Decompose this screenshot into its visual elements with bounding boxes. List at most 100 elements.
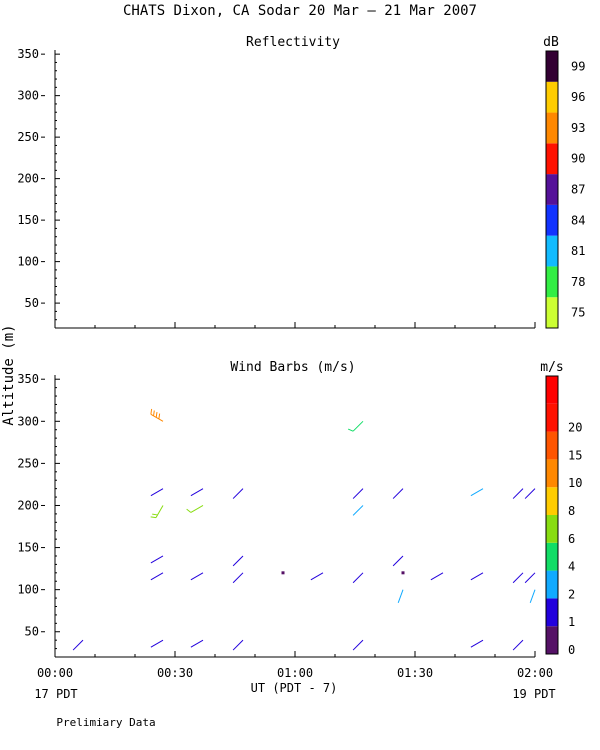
wind-barb (352, 505, 364, 516)
wind-barb (186, 505, 204, 513)
wind-y-tick-label: 200 (17, 498, 39, 512)
wind-colorbar-unit: m/s (540, 360, 563, 375)
wind-barb-shaft (155, 505, 164, 518)
reflectivity-colorbar-swatch (546, 174, 558, 205)
wind-barb-feather (186, 508, 192, 513)
wind-barb (190, 572, 204, 581)
wind-barb (392, 555, 404, 567)
reflectivity-colorbar-swatch (546, 204, 558, 236)
wind-colorbar-label: 8 (568, 504, 575, 518)
wind-panel-title: Wind Barbs (m/s) (230, 360, 355, 375)
wind-barb (352, 639, 364, 651)
x-tick-label: 01:00 (277, 666, 313, 680)
wind-barb-shaft (397, 589, 404, 603)
reflectivity-colorbar-label: 93 (571, 121, 585, 135)
wind-colorbar-label: 15 (568, 448, 582, 462)
reflectivity-colorbar-label: 87 (571, 183, 585, 197)
wind-barb (470, 572, 484, 581)
wind-barb-shaft (190, 639, 204, 648)
wind-barb-feather (155, 411, 158, 418)
refl-y-tick-label: 300 (17, 89, 39, 103)
wind-barb-shaft (150, 413, 164, 422)
reflectivity-colorbar-swatch (546, 266, 558, 298)
wind-barb-shaft (512, 572, 524, 584)
wind-barb-feather (150, 516, 157, 519)
wind-barb-shaft (352, 420, 364, 432)
wind-barb-shaft (512, 488, 524, 499)
wind-barb-shaft (310, 572, 324, 581)
wind-y-tick-label: 150 (17, 541, 39, 555)
x-tick-label: 01:30 (397, 666, 433, 680)
wind-barb-feather (153, 410, 155, 416)
wind-colorbar-label: 1 (568, 615, 575, 629)
wind-barb-shaft (352, 639, 364, 651)
wind-colorbar-swatch (546, 459, 558, 488)
wind-barb-feather (152, 513, 158, 516)
wind-barb (232, 572, 244, 584)
wind-colorbar-label: 6 (568, 532, 575, 546)
reflectivity-colorbar-label: 75 (571, 306, 585, 320)
wind-barbs-panel: 50 100 150 200 250 300 350 (17, 372, 536, 658)
wind-barb (190, 639, 204, 648)
wind-barb (512, 639, 524, 651)
reflectivity-colorbar-swatch (546, 143, 558, 175)
wind-colorbar-label: 10 (568, 476, 582, 490)
wind-barb (150, 572, 164, 581)
wind-y-tick-label: 300 (17, 414, 39, 428)
wind-colorbar-swatch (546, 570, 558, 599)
wind-barb-feather (347, 428, 354, 432)
wind-barb-shaft (190, 572, 204, 581)
wind-colorbar-swatch (546, 487, 558, 515)
wind-barb-shaft (232, 555, 244, 567)
wind-barb-shaft (232, 488, 244, 499)
wind-barb-shaft (352, 505, 364, 516)
wind-barb (430, 572, 444, 581)
reflectivity-colorbar-frame (545, 50, 559, 329)
wind-barb (347, 420, 364, 432)
reflectivity-colorbar-label: 90 (571, 152, 585, 166)
wind-colorbar-label: 2 (568, 587, 575, 601)
reflectivity-colorbar-label: 84 (571, 213, 585, 227)
wind-barb-shaft (232, 639, 244, 651)
wind-y-tick-label: 250 (17, 456, 39, 470)
wind-colorbar: 0 1 2 4 6 8 10 15 20 (545, 375, 582, 657)
wind-colorbar-frame (545, 375, 559, 655)
wind-barb (470, 639, 484, 648)
wind-barb-feather (150, 408, 153, 415)
refl-y-tick-label: 150 (17, 213, 39, 227)
wind-colorbar-swatch (546, 515, 558, 543)
wind-barb (232, 488, 244, 499)
wind-calm-marker (401, 571, 405, 575)
wind-barb (232, 555, 244, 567)
wind-barb (232, 639, 244, 651)
wind-colorbar-label: 4 (568, 560, 575, 574)
wind-barb-shaft (150, 488, 164, 497)
wind-barb (150, 408, 164, 422)
wind-barb-shaft (352, 572, 364, 584)
wind-y-tick-label: 100 (17, 583, 39, 597)
wind-barb-shaft (190, 505, 204, 513)
wind-barb (352, 572, 364, 584)
wind-barb-shaft (190, 488, 204, 497)
footer-note: Prelimiary Data (56, 716, 155, 729)
wind-barb (352, 488, 364, 499)
x-tick-label: 00:30 (157, 666, 193, 680)
reflectivity-colorbar-swatch (546, 51, 558, 82)
wind-barb (397, 589, 404, 603)
wind-barb (190, 488, 204, 497)
reflectivity-colorbar-label: 78 (571, 275, 585, 289)
wind-barb-shaft (529, 589, 536, 603)
wind-barb-shaft (392, 488, 404, 499)
wind-colorbar-label: 20 (568, 421, 582, 435)
wind-barb (470, 488, 484, 497)
wind-barb-shaft (470, 639, 484, 648)
refl-y-tick-label: 350 (17, 47, 39, 61)
refl-y-tick-label: 250 (17, 130, 39, 144)
wind-barb-shaft (470, 488, 484, 497)
wind-barb (150, 555, 164, 564)
wind-barb-shaft (232, 572, 244, 584)
wind-barb (72, 639, 84, 651)
refl-y-tick-label: 100 (17, 255, 39, 269)
wind-barb-shaft (524, 572, 536, 584)
